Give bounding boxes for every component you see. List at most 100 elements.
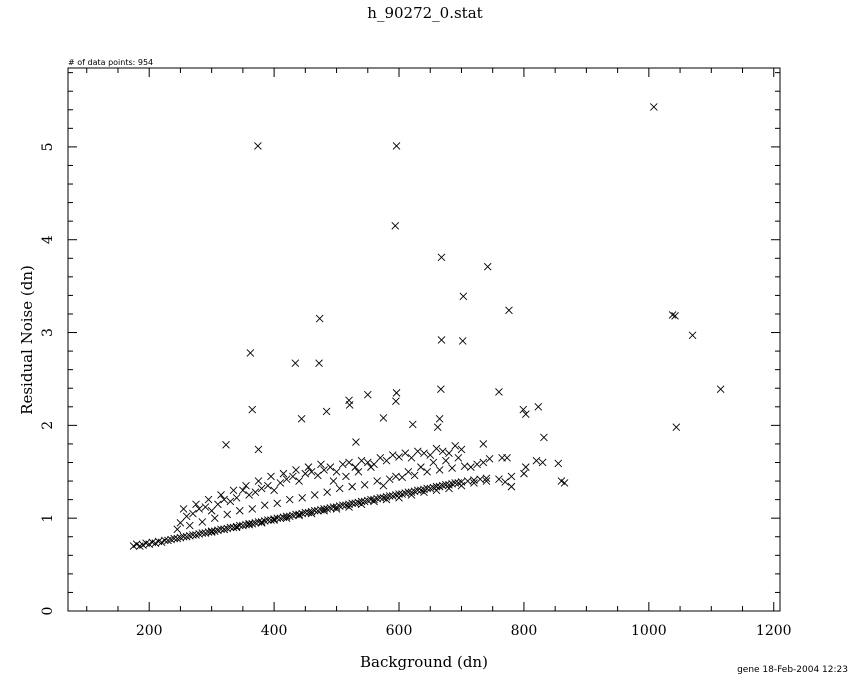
- data-point: [451, 441, 460, 450]
- x-tick-label: 800: [511, 623, 538, 639]
- data-point: [495, 475, 503, 484]
- data-point: [367, 463, 375, 471]
- data-point: [413, 447, 422, 456]
- x-tick-label: 200: [136, 623, 163, 639]
- data-point: [388, 451, 397, 459]
- data-point: [395, 493, 403, 502]
- data-point: [226, 497, 235, 506]
- x-tick-label: 400: [261, 623, 288, 639]
- data-point: [433, 423, 442, 432]
- data-point: [251, 488, 260, 497]
- data-point: [482, 474, 491, 483]
- data-point: [217, 525, 225, 534]
- data-point: [170, 534, 178, 543]
- data-point: [457, 445, 466, 454]
- data-point: [423, 467, 431, 476]
- data-point: [392, 397, 400, 406]
- y-tick-label: 1: [40, 514, 56, 523]
- data-point: [317, 460, 325, 469]
- data-point: [282, 514, 291, 522]
- data-point: [245, 491, 253, 499]
- data-point: [459, 292, 468, 301]
- data-point: [320, 506, 328, 515]
- data-point: [257, 519, 266, 527]
- data-point: [182, 512, 191, 521]
- data-point: [222, 441, 230, 449]
- data-point: [483, 262, 492, 271]
- data-point: [501, 478, 510, 486]
- data-point: [426, 451, 435, 459]
- y-tick-label: 4: [40, 235, 56, 244]
- y-tick-label: 5: [40, 142, 56, 151]
- data-point: [382, 456, 391, 465]
- data-point: [560, 479, 569, 487]
- data-point: [214, 500, 222, 509]
- data-point: [540, 433, 548, 442]
- y-tick-labels: 0 1 2 3 4 5: [40, 142, 56, 615]
- axis-ticks: [68, 68, 780, 612]
- data-point: [437, 253, 446, 262]
- data-point: [467, 463, 475, 471]
- data-point: [413, 486, 422, 495]
- data-point: [503, 454, 511, 462]
- data-point: [538, 458, 547, 467]
- data-point: [335, 484, 344, 493]
- data-point: [298, 493, 307, 502]
- data-point: [532, 456, 541, 465]
- data-point: [716, 385, 725, 393]
- x-tick-label: 1200: [756, 623, 792, 639]
- data-point: [329, 477, 338, 485]
- data-point: [458, 337, 467, 345]
- data-point: [507, 482, 516, 491]
- data-point: [220, 495, 228, 504]
- data-point: [254, 142, 262, 150]
- data-point: [348, 482, 356, 491]
- data-point: [232, 493, 241, 502]
- data-point: [232, 523, 241, 532]
- data-point: [357, 500, 366, 509]
- x-tick-labels: 200 400 600 800 1000 1200: [136, 623, 792, 639]
- data-point: [179, 532, 188, 541]
- y-axis-label: Residual Noise (dn): [18, 265, 36, 415]
- data-point: [254, 445, 263, 454]
- y-tick-label: 2: [40, 421, 56, 430]
- data-point: [438, 447, 447, 456]
- data-point: [246, 349, 255, 357]
- data-point: [448, 464, 456, 472]
- data-point: [292, 466, 300, 474]
- data-point: [264, 516, 272, 524]
- data-point: [417, 463, 425, 471]
- data-point: [395, 453, 403, 461]
- data-point: [322, 407, 331, 416]
- data-point: [379, 414, 388, 422]
- data-point: [457, 481, 466, 490]
- data-point: [410, 471, 419, 480]
- data-point: [176, 519, 185, 527]
- data-point: [432, 482, 441, 491]
- data-point: [360, 480, 369, 489]
- data-point: [235, 506, 244, 515]
- data-point: [239, 486, 247, 495]
- data-point: [204, 495, 213, 504]
- data-point: [314, 471, 322, 480]
- data-point: [451, 479, 460, 487]
- data-point: [376, 493, 385, 502]
- data-point: [345, 503, 353, 511]
- chart-title: h_90272_0.stat: [367, 4, 482, 22]
- data-point: [482, 477, 491, 485]
- data-point: [332, 467, 341, 476]
- data-point: [392, 389, 401, 397]
- data-point: [463, 477, 472, 485]
- data-point: [198, 518, 207, 526]
- data-point: [507, 472, 516, 481]
- data-point: [245, 519, 253, 528]
- data-point: [521, 463, 530, 471]
- data-point: [207, 506, 216, 515]
- data-point: [495, 388, 503, 396]
- data-point: [398, 473, 406, 482]
- data-point: [520, 469, 528, 478]
- data-point: [195, 505, 203, 513]
- x-tick-label: 600: [386, 623, 413, 639]
- data-point: [282, 475, 291, 484]
- data-point: [445, 449, 453, 458]
